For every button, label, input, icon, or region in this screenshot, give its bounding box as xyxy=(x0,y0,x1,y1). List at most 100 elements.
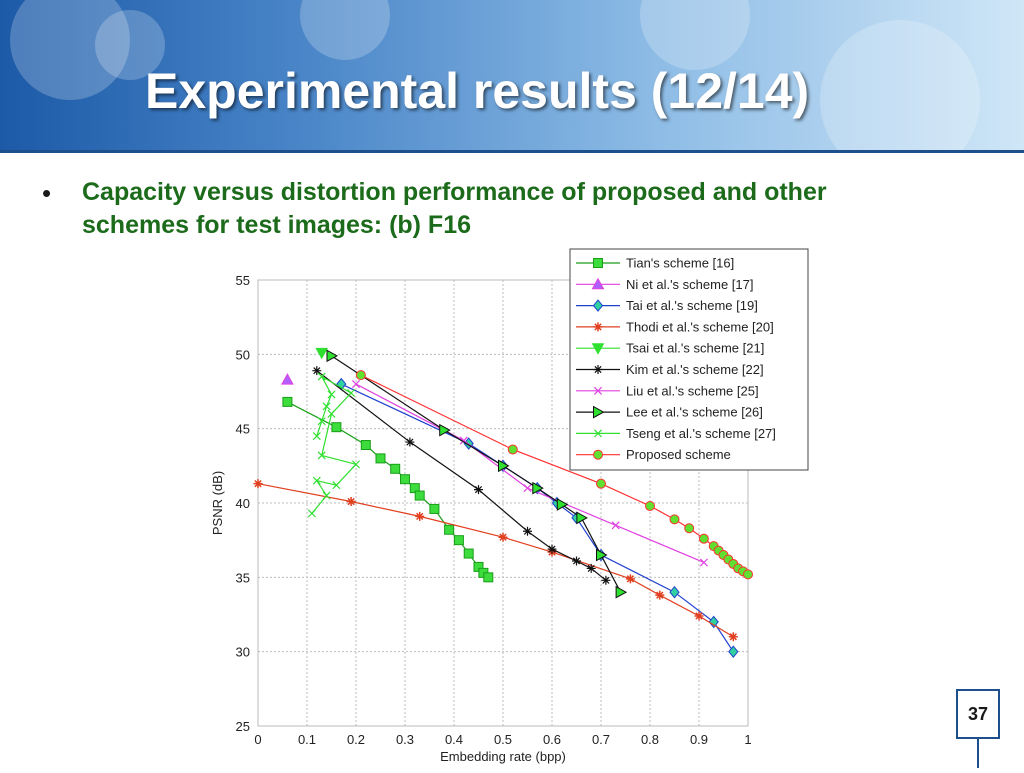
x-tick-label: 0 xyxy=(254,732,261,747)
data-point xyxy=(728,632,738,642)
data-point xyxy=(699,558,708,567)
data-point xyxy=(669,514,680,525)
legend-entry: Kim et al.'s scheme [22] xyxy=(576,362,764,377)
data-point xyxy=(331,422,342,433)
data-point xyxy=(601,575,611,585)
data-point xyxy=(312,366,322,376)
x-tick-label: 0.4 xyxy=(445,732,463,747)
series-line xyxy=(341,383,734,652)
data-point xyxy=(708,615,719,629)
data-point xyxy=(317,451,326,460)
y-tick-label: 55 xyxy=(236,273,250,288)
data-point xyxy=(507,444,518,455)
y-tick-label: 25 xyxy=(236,719,250,734)
data-point xyxy=(474,485,483,495)
tick-labels: 0 0.1 0.2 0.3 0.4 0.5 0.6 0.7 0.8 0.9 1 25 30 35 40 45 5… xyxy=(236,273,752,747)
x-tick-label: 0.2 xyxy=(347,732,365,747)
chart-svg: 0 0.1 0.2 0.3 0.4 0.5 0.6 0.7 0.8 0.9 1 25 30 35 40 45 5… xyxy=(210,248,809,764)
data-point xyxy=(498,532,508,542)
x-tick-label: 0.5 xyxy=(494,732,512,747)
data-point xyxy=(593,386,603,395)
data-point xyxy=(453,535,464,546)
x-tick-label: 0.9 xyxy=(690,732,708,747)
data-point xyxy=(351,460,361,469)
legend-entry: Liu et al.'s scheme [25] xyxy=(576,383,759,398)
x-tick-label: 0.8 xyxy=(641,732,659,747)
psnr-chart: 0 0.1 0.2 0.3 0.4 0.5 0.6 0.7 0.8 0.9 1 25 30 35 40 45 5… xyxy=(200,245,820,773)
y-tick-label: 45 xyxy=(236,422,250,437)
data-point xyxy=(572,556,581,566)
x-tick-label: 0.6 xyxy=(543,732,561,747)
legend-label: Thodi et al.'s scheme [20] xyxy=(626,319,774,334)
bullet-marker: • xyxy=(42,178,52,208)
bokeh-decoration xyxy=(820,20,980,153)
y-tick-label: 50 xyxy=(236,347,250,362)
legend-label: Proposed scheme xyxy=(626,447,731,462)
data-point xyxy=(326,349,339,363)
series-6 xyxy=(351,380,708,567)
data-point xyxy=(444,524,455,535)
data-point xyxy=(586,563,596,573)
data-point xyxy=(415,511,425,521)
data-point xyxy=(439,423,451,437)
data-point xyxy=(355,370,366,381)
series-5 xyxy=(312,366,611,585)
legend-label: Kim et al.'s scheme [22] xyxy=(626,362,764,377)
data-point xyxy=(483,572,494,583)
data-point xyxy=(523,526,532,536)
x-tick-label: 0.3 xyxy=(396,732,414,747)
data-point xyxy=(307,509,316,518)
data-point xyxy=(400,474,410,485)
legend-entry: Tai et al.'s scheme [19] xyxy=(576,298,758,313)
data-point xyxy=(593,429,603,438)
x-tick-label: 1 xyxy=(744,732,751,747)
series-7 xyxy=(326,349,628,599)
data-point xyxy=(655,590,665,600)
x-axis-label: Embedding rate (bpp) xyxy=(440,749,566,764)
data-point xyxy=(593,449,603,460)
series-9 xyxy=(355,370,753,580)
data-point xyxy=(498,459,510,473)
data-point xyxy=(463,548,474,559)
data-point xyxy=(327,409,336,418)
data-point xyxy=(694,611,704,621)
bokeh-decoration xyxy=(10,0,130,100)
data-point xyxy=(332,481,341,490)
data-point xyxy=(317,417,326,426)
series-group xyxy=(253,347,753,658)
series-0 xyxy=(282,396,494,583)
y-tick-label: 30 xyxy=(236,645,250,660)
legend: Tian's scheme [16] Ni et al.'s scheme [17… xyxy=(569,248,809,471)
data-point xyxy=(405,437,415,447)
bokeh-decoration xyxy=(95,10,165,80)
data-point xyxy=(593,322,603,332)
legend-label: Ni et al.'s scheme [17] xyxy=(626,277,753,292)
data-point xyxy=(698,533,709,544)
data-point xyxy=(322,402,331,411)
data-point xyxy=(593,405,605,419)
data-point xyxy=(346,497,356,507)
bokeh-decoration xyxy=(300,0,390,60)
x-tick-label: 0.7 xyxy=(592,732,610,747)
legend-label: Tian's scheme [16] xyxy=(626,256,734,271)
data-point xyxy=(282,396,293,407)
legend-entry: Lee et al.'s scheme [26] xyxy=(576,405,763,420)
legend-entry: Proposed scheme xyxy=(576,447,731,462)
data-point xyxy=(281,373,294,385)
data-point xyxy=(743,569,753,580)
data-point xyxy=(327,390,336,399)
y-tick-label: 35 xyxy=(236,570,250,585)
data-point xyxy=(596,548,608,562)
series-line xyxy=(316,370,607,581)
data-point xyxy=(645,500,655,511)
series-4 xyxy=(315,347,329,360)
legend-label: Liu et al.'s scheme [25] xyxy=(626,383,759,398)
slide-number-stem xyxy=(977,739,979,768)
x-tick-label: 0.1 xyxy=(298,732,316,747)
header-divider xyxy=(0,150,1024,153)
data-point xyxy=(315,347,329,360)
legend-label: Tai et al.'s scheme [19] xyxy=(626,298,758,313)
series-8 xyxy=(307,372,361,518)
legend-entry: Tian's scheme [16] xyxy=(576,256,734,271)
y-axis-label: PSNR (dB) xyxy=(210,471,225,535)
